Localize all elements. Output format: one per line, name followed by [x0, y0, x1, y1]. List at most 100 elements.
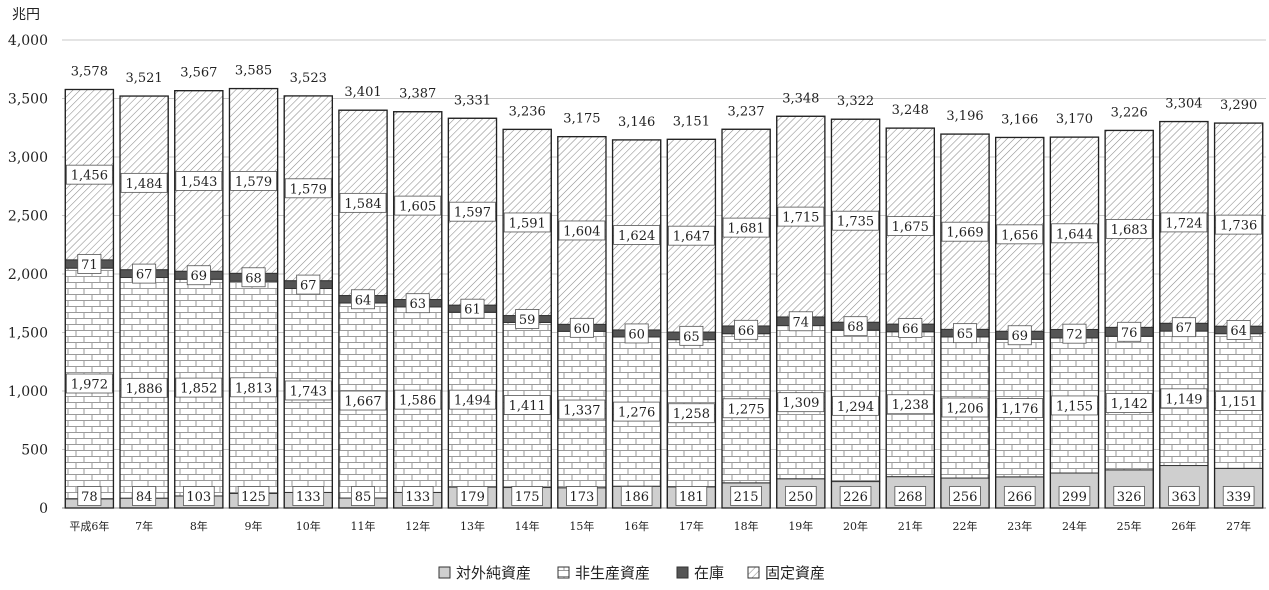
- x-tick-label: 27年: [1226, 519, 1251, 533]
- bar-outline: [174, 90, 224, 509]
- data-label-box: [558, 399, 606, 420]
- x-tick-label: 22年: [953, 519, 978, 533]
- data-label-text: 78: [81, 490, 98, 505]
- data-label-text: 59: [519, 313, 536, 328]
- data-label: 1,584: [339, 192, 387, 213]
- data-label-text: 67: [1176, 321, 1193, 336]
- data-label: 1,813: [230, 377, 277, 398]
- data-label-text: 1,206: [946, 401, 983, 416]
- x-tick-label: 21年: [898, 519, 923, 533]
- total-label: 3,146: [618, 115, 655, 130]
- data-label-text: 1,155: [1056, 399, 1093, 414]
- data-label: 1,309: [777, 392, 825, 413]
- data-label-box: [894, 486, 927, 506]
- x-tick-label: 25年: [1117, 519, 1142, 533]
- data-label-box: [1105, 393, 1153, 413]
- data-label-box: [667, 225, 715, 246]
- x-tick-label: 12年: [405, 519, 430, 533]
- data-label-box: [284, 380, 332, 401]
- x-tick-label: 24年: [1062, 519, 1087, 533]
- data-label-box: [241, 267, 266, 288]
- data-label-text: 1,681: [727, 222, 764, 237]
- data-label: 61: [460, 298, 485, 319]
- data-label-text: 226: [843, 490, 868, 505]
- data-label-text: 1,276: [618, 406, 655, 421]
- bar-outline: [502, 128, 552, 509]
- data-label-text: 1,494: [454, 394, 491, 409]
- data-label: 363: [1168, 486, 1200, 506]
- data-label: 64: [350, 289, 375, 310]
- x-tick-label: 7年: [135, 519, 153, 533]
- data-label-box: [186, 265, 211, 286]
- data-label-box: [613, 401, 661, 422]
- data-label-text: 64: [1230, 324, 1247, 339]
- bar-outline: [830, 118, 881, 509]
- data-label: 133: [401, 486, 434, 506]
- data-label-box: [296, 274, 321, 295]
- data-label-text: 1,258: [673, 407, 710, 422]
- data-label: 69: [1007, 325, 1032, 346]
- data-label-box: [339, 390, 387, 411]
- data-label-box: [339, 192, 387, 213]
- bars: 78 1,972 71 1,456 3,578 84 1,886 67 1,484 3,521 10…: [64, 64, 1264, 509]
- data-label-text: 1,543: [180, 175, 217, 190]
- data-label: 1,735: [832, 210, 879, 231]
- data-label-box: [785, 486, 817, 506]
- data-label-box: [394, 195, 442, 216]
- data-label-box: [511, 486, 543, 506]
- x-tick-label: 9年: [245, 519, 263, 533]
- data-label: 1,337: [558, 399, 606, 420]
- data-label: 74: [788, 311, 813, 332]
- data-label-text: 103: [186, 490, 211, 505]
- data-label-text: 65: [683, 330, 700, 345]
- total-label: 3,196: [946, 109, 983, 124]
- data-label-box: [1062, 323, 1087, 344]
- data-label-box: [350, 486, 375, 506]
- data-label-text: 125: [241, 490, 266, 505]
- data-label: 133: [292, 486, 325, 506]
- data-label-box: [569, 317, 594, 338]
- data-label-text: 173: [569, 490, 594, 505]
- data-label-text: 179: [460, 490, 485, 505]
- data-label-box: [1113, 486, 1145, 506]
- total-label: 3,523: [290, 71, 327, 86]
- data-label-box: [1171, 317, 1196, 338]
- data-label: 1,411: [503, 395, 551, 415]
- data-label-box: [1215, 214, 1263, 235]
- data-label-box: [667, 403, 715, 424]
- data-label: 63: [405, 293, 430, 314]
- data-label-text: 1,597: [454, 206, 491, 221]
- data-label: 1,586: [394, 389, 442, 410]
- bar-outline: [666, 138, 717, 509]
- data-label-text: 60: [628, 327, 645, 342]
- data-label-box: [941, 397, 989, 418]
- data-label: 1,683: [1105, 218, 1153, 239]
- data-label-box: [730, 486, 762, 506]
- total-label: 3,248: [892, 103, 929, 118]
- data-label: 1,675: [886, 216, 934, 236]
- data-label-text: 76: [1121, 326, 1138, 341]
- data-label-box: [230, 171, 277, 191]
- data-label: 1,886: [120, 377, 168, 398]
- data-label-box: [503, 212, 551, 233]
- data-label-text: 68: [847, 320, 864, 335]
- data-label-text: 1,669: [946, 226, 983, 241]
- y-tick-label: 0: [39, 501, 48, 517]
- x-tick-label: 10年: [296, 519, 321, 533]
- data-label-text: 326: [1117, 490, 1142, 505]
- data-label: 1,597: [449, 201, 496, 222]
- x-tick-label: 18年: [734, 519, 759, 533]
- data-label-box: [777, 392, 825, 413]
- data-label: 1,743: [284, 380, 332, 401]
- x-axis-ticks: 平成6年 7年 8年 9年 10年 11年 12年 13年 14年 15年 16年 17年 18年 19年…: [69, 519, 1251, 533]
- data-label: 339: [1222, 486, 1255, 506]
- total-label: 3,170: [1056, 112, 1093, 127]
- data-label: 64: [1226, 320, 1251, 340]
- bar-outline: [611, 139, 662, 509]
- data-label-box: [350, 289, 375, 310]
- data-label: 60: [569, 317, 594, 338]
- bar-outline: [557, 135, 607, 509]
- data-label-text: 61: [464, 303, 481, 318]
- data-label: 1,724: [1160, 212, 1208, 233]
